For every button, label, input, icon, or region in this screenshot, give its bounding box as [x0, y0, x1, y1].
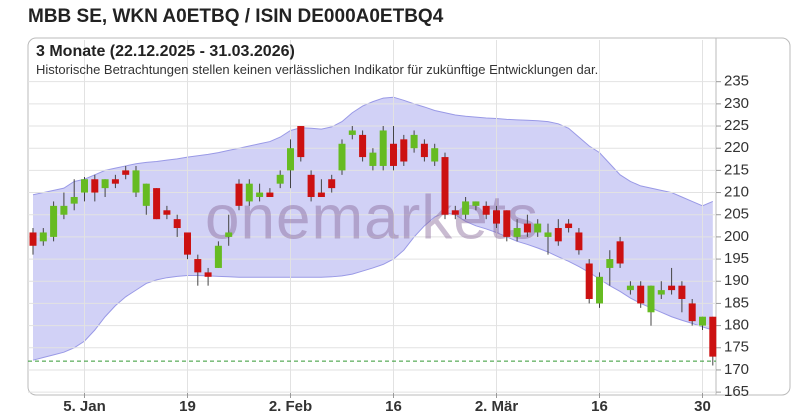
- x-tick-label: 2. Mär: [475, 398, 519, 415]
- x-tick-label: 16: [385, 398, 402, 415]
- candle-body: [245, 183, 253, 202]
- candle-body: [328, 179, 336, 189]
- candle-body: [359, 134, 367, 158]
- candle-body: [513, 228, 521, 237]
- candle-body: [60, 205, 68, 215]
- candle-body: [287, 148, 294, 171]
- candle-body: [678, 285, 686, 299]
- candle-body: [184, 232, 191, 255]
- x-tick-label: 30: [694, 398, 711, 415]
- candle-body: [39, 232, 47, 242]
- y-tick-label: 195: [724, 250, 749, 267]
- candle-body: [173, 219, 181, 229]
- y-tick-label: 200: [724, 228, 749, 245]
- candle-body: [441, 157, 449, 215]
- chart-title: MBB SE, WKN A0ETBQ / ISIN DE000A0ETBQ4: [28, 6, 444, 27]
- candle-body: [647, 285, 655, 313]
- y-tick-label: 185: [724, 294, 749, 311]
- candle-body: [575, 232, 583, 251]
- candle-body: [91, 179, 99, 193]
- y-tick-label: 205: [724, 206, 749, 223]
- candle-body: [637, 285, 645, 304]
- candle-body: [668, 285, 676, 291]
- candle-body: [596, 276, 603, 304]
- y-tick-label: 230: [724, 95, 749, 112]
- candle-body: [101, 179, 109, 189]
- candle-body: [142, 183, 150, 206]
- candle-body: [266, 192, 274, 197]
- x-tick-label: 16: [591, 398, 608, 415]
- x-tick-label: 19: [179, 398, 196, 415]
- y-tick-label: 165: [724, 383, 749, 400]
- candle-body: [29, 232, 37, 246]
- y-tick-label: 180: [724, 317, 749, 334]
- candle-body: [431, 148, 439, 162]
- chart-subtitle: 3 Monate (22.12.2025 - 31.03.2026): [36, 43, 295, 60]
- candle-body: [534, 223, 542, 233]
- candle-body: [50, 205, 58, 237]
- candle-body: [503, 210, 511, 237]
- candle-body: [493, 210, 500, 224]
- y-tick-label: 235: [724, 73, 749, 90]
- candle-body: [523, 223, 531, 233]
- x-tick-label: 2. Feb: [269, 398, 312, 415]
- candle-body: [204, 272, 212, 277]
- candle-body: [544, 232, 552, 237]
- candle-body: [462, 201, 470, 215]
- candle-body: [606, 259, 614, 268]
- frame: [27, 37, 791, 396]
- candle-body: [472, 201, 480, 206]
- candle-body: [81, 179, 88, 193]
- y-tick-label: 225: [724, 117, 749, 134]
- watermark: onemarkets: [205, 183, 539, 252]
- y-tick-label: 170: [724, 361, 749, 378]
- y-tick-label: 190: [724, 272, 749, 289]
- candle-body: [565, 223, 573, 229]
- candle-body: [307, 174, 315, 197]
- candle-body: [153, 188, 161, 220]
- candle-body: [214, 245, 222, 268]
- candle-body: [688, 303, 696, 322]
- candle-body: [709, 316, 717, 357]
- candle-body: [369, 152, 377, 166]
- candle-body: [451, 210, 459, 215]
- candle-body: [348, 130, 356, 135]
- candle-body: [699, 316, 706, 326]
- candle-body: [317, 192, 325, 197]
- disclaimer: Historische Betrachtungen stellen keinen…: [36, 62, 599, 77]
- candle-body: [70, 196, 78, 204]
- candle-body: [657, 290, 665, 295]
- y-tick-label: 210: [724, 184, 749, 201]
- candle-body: [256, 192, 264, 197]
- candle-body: [379, 130, 387, 166]
- candle-body: [111, 179, 119, 184]
- candle-body: [194, 259, 202, 273]
- candle-body: [235, 183, 243, 206]
- y-tick-label: 175: [724, 339, 749, 356]
- candle-body: [276, 174, 284, 184]
- candle-body: [626, 285, 634, 291]
- candle-body: [297, 126, 305, 158]
- x-tick-label: 5. Jan: [63, 398, 106, 415]
- candle-body: [554, 228, 562, 242]
- candle-body: [400, 139, 408, 162]
- candle-body: [482, 205, 490, 215]
- candle-body: [122, 170, 130, 175]
- band-area: [33, 97, 713, 361]
- candle-body: [338, 143, 346, 171]
- candle-body: [585, 263, 593, 299]
- candle-body: [616, 241, 624, 264]
- candle-body: [132, 170, 140, 193]
- candle-body: [390, 143, 397, 166]
- y-tick-label: 220: [724, 139, 749, 156]
- y-tick-label: 215: [724, 161, 749, 178]
- candle-body: [420, 143, 428, 158]
- candle-body: [410, 134, 418, 149]
- candle-body: [225, 232, 233, 237]
- candle-body: [163, 210, 171, 215]
